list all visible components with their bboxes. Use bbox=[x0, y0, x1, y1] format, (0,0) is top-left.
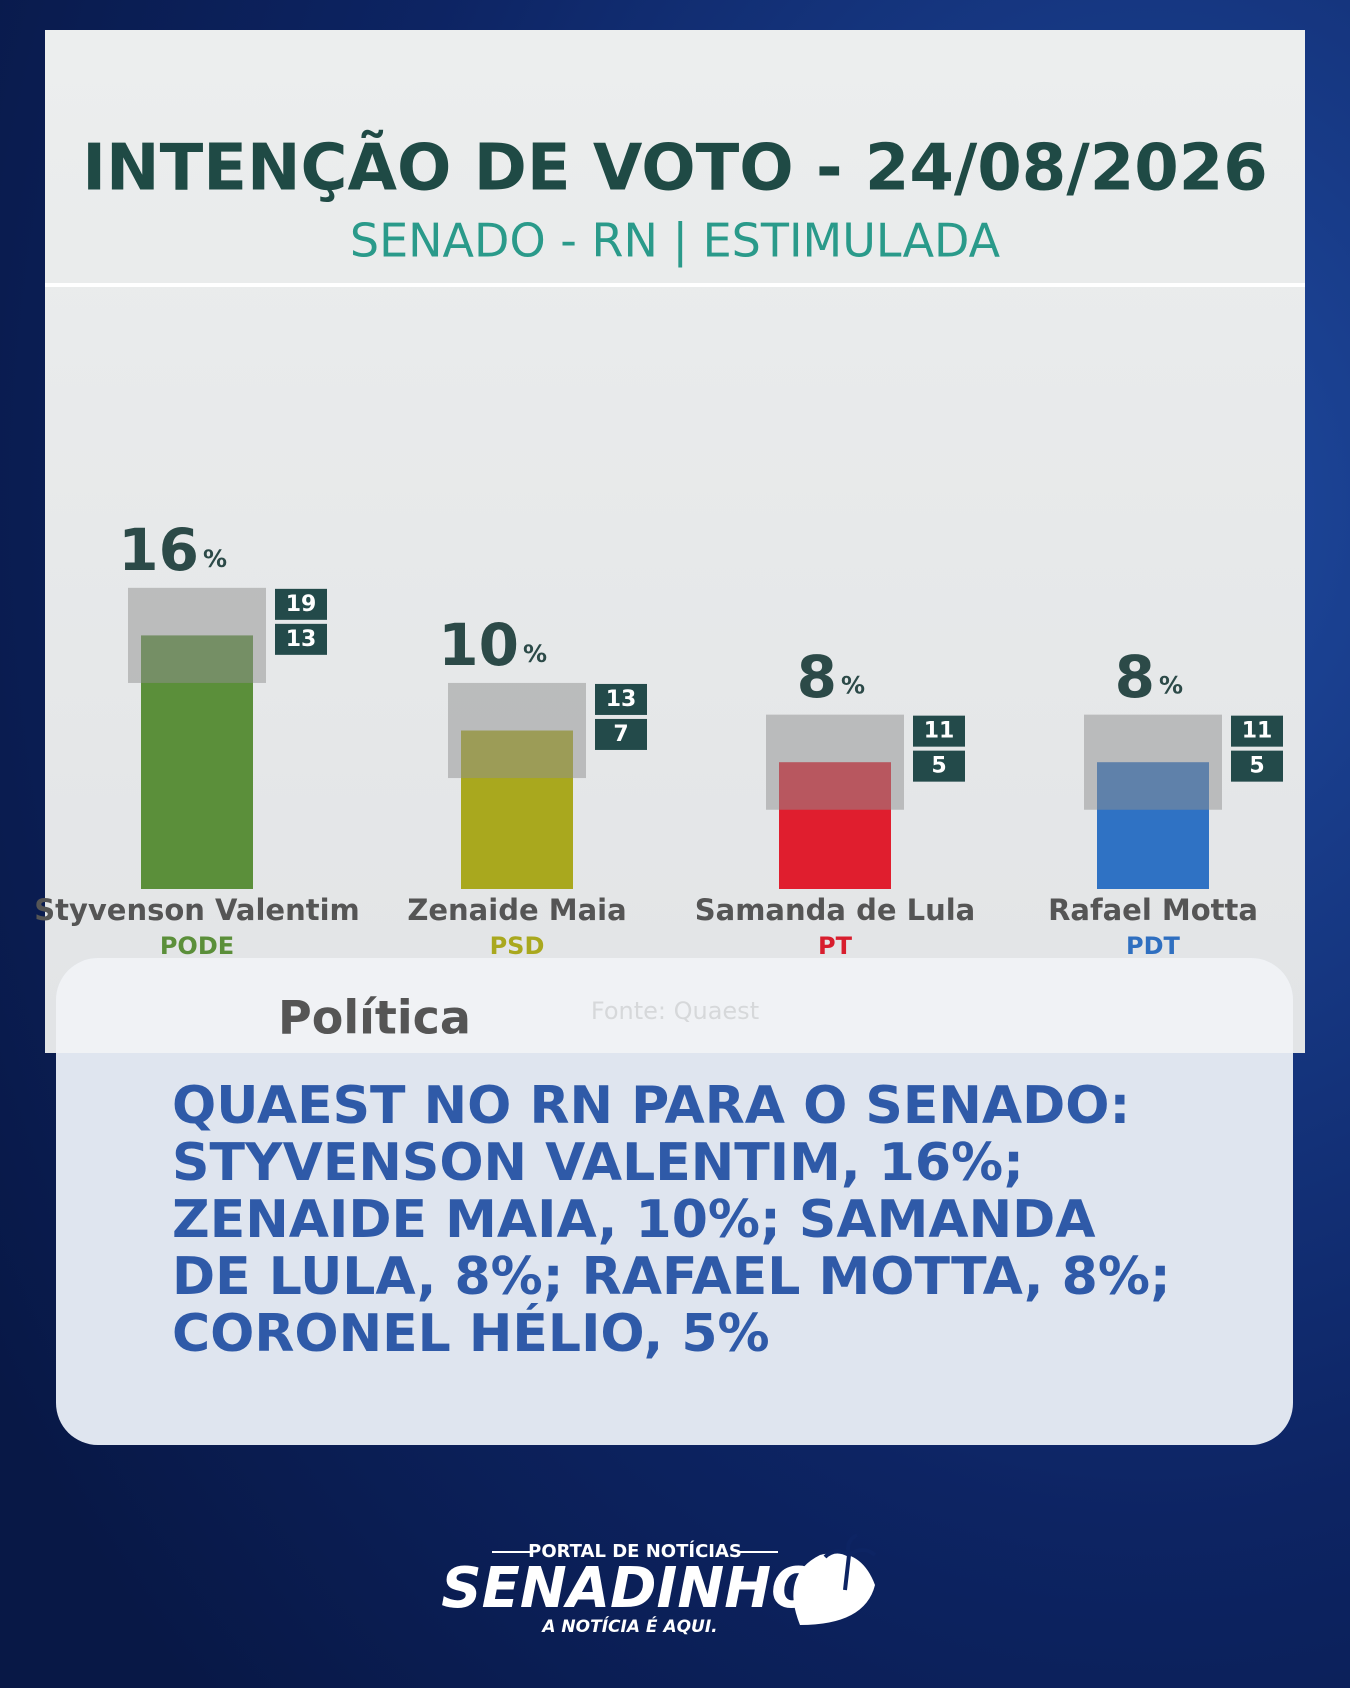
lower-label: 7 bbox=[613, 722, 628, 747]
value-label: 8 bbox=[1115, 643, 1155, 711]
upper-label-box bbox=[1231, 715, 1283, 747]
lower-label-box bbox=[913, 750, 965, 782]
news-card bbox=[56, 958, 1293, 1445]
headline-line: DE LULA, 8%; RAFAEL MOTTA, 8%; bbox=[172, 1247, 1171, 1307]
category-label: Styvenson Valentim bbox=[34, 893, 360, 927]
error-range bbox=[128, 587, 266, 683]
headline-line: CORONEL HÉLIO, 5% bbox=[172, 1303, 770, 1364]
lower-label-box bbox=[1231, 750, 1283, 782]
upper-label-box bbox=[595, 683, 647, 715]
headline-line: ZENAIDE MAIA, 10%; SAMANDA bbox=[172, 1190, 1096, 1250]
logo-palm bbox=[823, 1533, 877, 1591]
category-label: Samanda de Lula bbox=[695, 893, 975, 927]
headline-line: QUAEST NO RN PARA O SENADO: bbox=[172, 1076, 1130, 1136]
brand-logo: PORTAL DE NOTÍCIAS SENADINHO A NOTÍCIA É… bbox=[441, 1533, 877, 1637]
error-range bbox=[766, 714, 904, 810]
value-unit: % bbox=[523, 640, 547, 668]
brand-tagline-bottom: A NOTÍCIA É AQUI. bbox=[540, 1615, 717, 1637]
value-label: 10 bbox=[438, 611, 519, 679]
value-unit: % bbox=[1159, 672, 1183, 700]
chart-subtitle: SENADO - RN | ESTIMULADA bbox=[350, 214, 1001, 269]
category-label: Zenaide Maia bbox=[407, 893, 626, 927]
chart-title: INTENÇÃO DE VOTO - 24/08/2026 bbox=[82, 130, 1268, 206]
headline: QUAEST NO RN PARA O SENADO:STYVENSON VAL… bbox=[172, 1076, 1171, 1364]
lower-label-box bbox=[275, 623, 327, 655]
value-unit: % bbox=[203, 545, 227, 573]
value-label: 16 bbox=[118, 516, 199, 584]
error-range bbox=[1084, 714, 1222, 810]
value-unit: % bbox=[841, 672, 865, 700]
lower-label: 5 bbox=[1249, 754, 1264, 779]
lower-label: 5 bbox=[931, 754, 946, 779]
chart-source: Fonte: Quaest bbox=[591, 997, 759, 1025]
post-category: Política bbox=[278, 991, 471, 1045]
upper-label: 11 bbox=[1242, 719, 1273, 744]
value-label: 8 bbox=[797, 643, 837, 711]
error-range bbox=[448, 682, 586, 779]
party-label: PODE bbox=[160, 932, 234, 960]
logo-cap bbox=[793, 1553, 875, 1625]
party-label: PSD bbox=[490, 932, 545, 960]
brand-name: SENADINHO bbox=[441, 1556, 818, 1621]
category-label: Rafael Motta bbox=[1048, 893, 1258, 927]
upper-label-box bbox=[913, 715, 965, 747]
upper-label-box bbox=[275, 588, 327, 620]
upper-label: 19 bbox=[286, 592, 317, 617]
lower-label: 13 bbox=[286, 627, 317, 652]
brand-tagline-top: PORTAL DE NOTÍCIAS bbox=[528, 1540, 742, 1562]
upper-label: 11 bbox=[924, 719, 955, 744]
chart-panel bbox=[45, 30, 1305, 1053]
party-label: PDT bbox=[1126, 932, 1181, 960]
upper-label: 13 bbox=[606, 687, 637, 712]
headline-line: STYVENSON VALENTIM, 16%; bbox=[172, 1133, 1024, 1193]
bars: 19 13 16 % Styvenson Valentim PODE 13 7 10 % Zenai… bbox=[34, 516, 1283, 960]
card-top bbox=[56, 958, 1293, 1053]
lower-label-box bbox=[595, 718, 647, 750]
party-label: PT bbox=[818, 932, 853, 960]
